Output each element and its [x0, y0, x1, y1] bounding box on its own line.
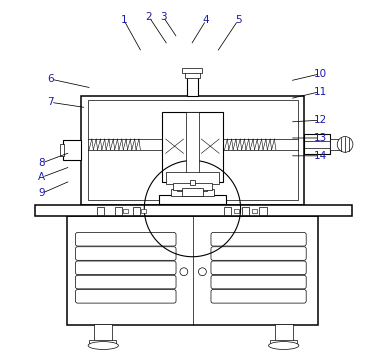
Bar [186, 112, 199, 182]
Bar [187, 77, 198, 96]
Bar [35, 205, 352, 217]
Bar [171, 189, 214, 197]
Bar [81, 96, 304, 205]
Bar [270, 340, 296, 345]
FancyBboxPatch shape [75, 275, 176, 289]
Bar [185, 72, 200, 78]
Text: 11: 11 [313, 87, 327, 97]
Bar [182, 68, 202, 73]
Bar [133, 207, 140, 215]
Text: 13: 13 [313, 133, 327, 143]
FancyBboxPatch shape [211, 232, 306, 246]
FancyBboxPatch shape [211, 247, 306, 260]
Bar [182, 188, 203, 196]
Bar [252, 209, 257, 213]
FancyBboxPatch shape [75, 290, 176, 303]
Bar [162, 112, 223, 182]
Text: 5: 5 [235, 15, 241, 25]
FancyBboxPatch shape [75, 232, 176, 246]
Text: 10: 10 [313, 69, 327, 79]
Bar [159, 195, 226, 204]
Text: A: A [38, 172, 46, 182]
Bar [275, 324, 293, 341]
FancyBboxPatch shape [211, 261, 306, 275]
Bar [259, 207, 267, 215]
Bar [94, 324, 112, 341]
Bar [67, 217, 319, 325]
Bar [97, 207, 104, 215]
Bar [141, 209, 146, 213]
Bar [123, 209, 128, 213]
FancyBboxPatch shape [211, 275, 306, 289]
Text: 14: 14 [313, 151, 327, 161]
Text: 8: 8 [39, 158, 45, 168]
Bar [190, 180, 195, 185]
Bar [87, 100, 298, 200]
Text: 3: 3 [160, 12, 166, 22]
Circle shape [337, 136, 353, 152]
Ellipse shape [88, 342, 118, 349]
Bar [224, 207, 231, 215]
Bar [241, 207, 249, 215]
Text: 4: 4 [203, 15, 209, 25]
Bar [166, 172, 219, 184]
Bar [178, 184, 207, 191]
Bar [173, 183, 212, 190]
Text: 12: 12 [313, 115, 327, 125]
FancyBboxPatch shape [75, 261, 176, 275]
Text: 6: 6 [48, 74, 54, 84]
Bar [89, 340, 116, 345]
Circle shape [180, 268, 188, 276]
Text: 7: 7 [48, 97, 54, 107]
Bar [330, 139, 341, 150]
Text: 2: 2 [146, 12, 152, 22]
Bar [115, 207, 122, 215]
Text: 1: 1 [121, 15, 127, 25]
Circle shape [199, 268, 206, 276]
Text: 9: 9 [39, 188, 45, 198]
FancyBboxPatch shape [75, 247, 176, 260]
Bar [60, 144, 64, 156]
Bar [63, 140, 81, 160]
Ellipse shape [269, 342, 299, 349]
FancyBboxPatch shape [211, 290, 306, 303]
Bar [304, 134, 330, 154]
Bar [234, 209, 239, 213]
